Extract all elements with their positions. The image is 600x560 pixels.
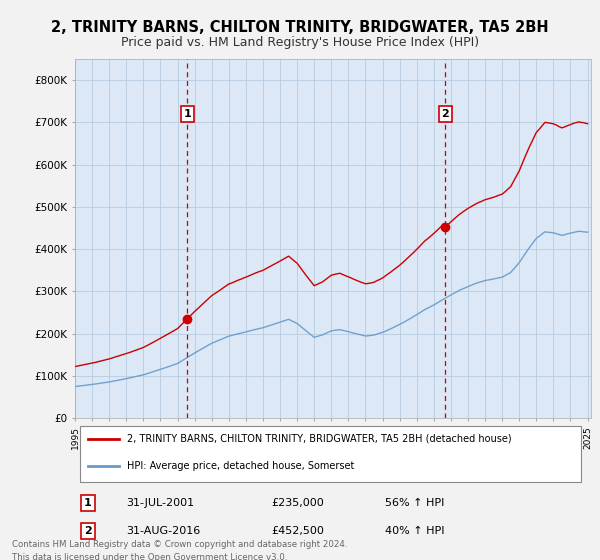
Text: 2, TRINITY BARNS, CHILTON TRINITY, BRIDGWATER, TA5 2BH (detached house): 2, TRINITY BARNS, CHILTON TRINITY, BRIDG… xyxy=(127,433,511,444)
Text: HPI: Average price, detached house, Somerset: HPI: Average price, detached house, Some… xyxy=(127,460,354,470)
Text: £452,500: £452,500 xyxy=(271,526,324,536)
Text: 40% ↑ HPI: 40% ↑ HPI xyxy=(385,526,444,536)
Text: 56% ↑ HPI: 56% ↑ HPI xyxy=(385,498,444,508)
Text: £235,000: £235,000 xyxy=(271,498,324,508)
Text: Contains HM Land Registry data © Crown copyright and database right 2024.
This d: Contains HM Land Registry data © Crown c… xyxy=(12,540,347,560)
Text: 1: 1 xyxy=(84,498,92,508)
Text: 1: 1 xyxy=(184,109,191,119)
Text: 31-AUG-2016: 31-AUG-2016 xyxy=(127,526,201,536)
Text: 2: 2 xyxy=(84,526,92,536)
Text: 2, TRINITY BARNS, CHILTON TRINITY, BRIDGWATER, TA5 2BH: 2, TRINITY BARNS, CHILTON TRINITY, BRIDG… xyxy=(51,20,549,35)
Text: Price paid vs. HM Land Registry's House Price Index (HPI): Price paid vs. HM Land Registry's House … xyxy=(121,36,479,49)
FancyBboxPatch shape xyxy=(80,426,581,482)
Text: 2: 2 xyxy=(442,109,449,119)
Text: 31-JUL-2001: 31-JUL-2001 xyxy=(127,498,195,508)
